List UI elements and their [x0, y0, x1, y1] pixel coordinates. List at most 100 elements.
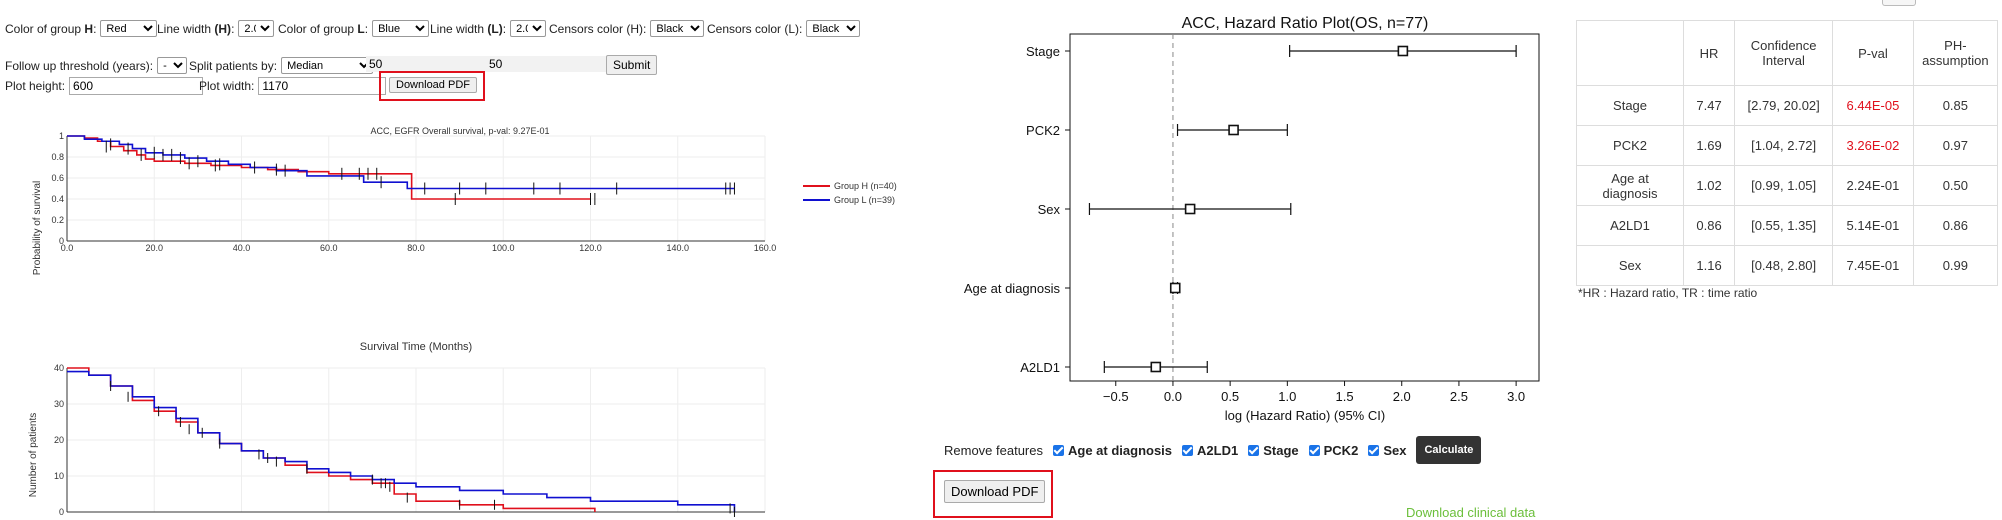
risk-ytick-label: 0	[59, 507, 64, 517]
plot-height-input[interactable]	[69, 77, 204, 95]
plot-height-control: Plot height:	[5, 77, 204, 95]
forest-xtick-label: 1.5	[1335, 389, 1353, 404]
censors-l-label: Censors color (L):	[707, 21, 803, 36]
line-width-h-label: Line width (H):	[157, 21, 235, 36]
km-xtick-label: 100.0	[492, 243, 515, 253]
remove-features-bar: Remove features Age at diagnosis A2LD1 S…	[944, 436, 1482, 464]
risk-ytick-label: 40	[54, 363, 64, 373]
forest-xlabel: log (Hazard Ratio) (95% CI)	[1225, 408, 1385, 423]
color-h-select[interactable]: Red	[100, 20, 158, 37]
forest-ytick-label: A2LD1	[1020, 360, 1060, 375]
row-ci: [2.79, 20.02]	[1734, 85, 1834, 126]
color-l-select[interactable]: Blue	[372, 20, 430, 37]
results-table: HR Confidence Interval P-val PH-assumpti…	[1575, 20, 1999, 286]
forest-ytick-label: Age at diagnosis	[964, 281, 1061, 296]
feature-checkbox-age[interactable]: Age at diagnosis	[1053, 443, 1172, 458]
survival-plot: 0.0 20.0 40.0 60.0 80.0 100.0 120.0 140.0 160.0 0…	[51, 131, 776, 253]
km-xtick-label: 160.0	[754, 243, 777, 253]
row-hr: 1.02	[1683, 165, 1736, 206]
forest-xtick-label: 0.5	[1221, 389, 1239, 404]
row-ph: 0.86	[1912, 205, 1999, 246]
line-width-h-control: Line width (H): 2.0	[157, 20, 275, 37]
table-footnote: *HR : Hazard ratio, TR : time ratio	[1578, 286, 1758, 300]
checkbox-a2ld1[interactable]	[1182, 444, 1194, 456]
row-ci: [0.99, 1.05]	[1734, 165, 1834, 206]
km-ytick-label: 1	[59, 131, 64, 141]
km-ytick-label: 0	[59, 236, 64, 246]
color-h-label: Color of group H:	[5, 21, 97, 36]
line-width-l-select[interactable]: 2.0	[510, 20, 547, 37]
km-ytick-label: 0.2	[51, 215, 64, 225]
plot-width-label: Plot width:	[199, 79, 255, 93]
row-pval: 5.14E-01	[1832, 205, 1914, 246]
forest-frame	[1069, 33, 1540, 382]
risk-ytick-label: 20	[54, 435, 64, 445]
split-value-high[interactable]	[366, 56, 486, 72]
km-xtick-label: 120.0	[579, 243, 602, 253]
row-ci: [0.55, 1.35]	[1734, 205, 1834, 246]
submit-button[interactable]: Submit	[606, 55, 658, 75]
download-pdf-forest-button[interactable]: Download PDF	[944, 480, 1046, 503]
download-clinical-data-link[interactable]: Download clinical data	[1406, 505, 1536, 520]
forest-xtick-label: 3.0	[1507, 389, 1525, 404]
checkbox-pck2[interactable]	[1308, 444, 1320, 456]
line-width-h-select[interactable]: 2.0	[238, 20, 275, 37]
row-ph: 0.97	[1912, 125, 1999, 166]
km-xtick-label: 80.0	[407, 243, 425, 253]
censors-h-label: Censors color (H):	[549, 21, 647, 36]
row-name: Age at diagnosis	[1575, 165, 1685, 206]
censors-l-control: Censors color (L): Black	[707, 20, 861, 37]
split-value-low[interactable]	[486, 56, 606, 72]
feature-checkbox-sex[interactable]: Sex	[1368, 443, 1406, 458]
split-control: Split patients by: Median	[189, 57, 374, 74]
forest-plot: −0.5 0.0 0.5 1.0 1.5 2.0 2.5 3.0 Stage PCK2 Sex Age…	[964, 33, 1540, 404]
table-row: A2LD1 0.86 [0.55, 1.35] 5.14E-01 0.86	[1575, 205, 1999, 246]
feature-checkbox-a2ld1[interactable]: A2LD1	[1182, 443, 1238, 458]
header-pval: P-val	[1832, 20, 1914, 86]
calculate-button[interactable]: Calculate	[1416, 436, 1482, 464]
risk-ylabel: Number of patients	[28, 413, 39, 498]
forest-ytick-label: Stage	[1026, 44, 1060, 59]
remove-features-label: Remove features	[944, 442, 1043, 458]
forest-chart: ACC, Hazard Ratio Plot(OS, n=77) −0.5 0.0…	[964, 15, 1540, 423]
plot-height-label: Plot height:	[5, 79, 66, 93]
follow-up-select[interactable]: -	[157, 57, 188, 74]
download-pdf-km-button[interactable]: Download PDF	[389, 77, 477, 93]
censors-h-select[interactable]: Black	[650, 20, 705, 37]
row-ph: 0.85	[1912, 85, 1999, 126]
forest-title: ACC, Hazard Ratio Plot(OS, n=77)	[1182, 15, 1429, 32]
forest-estimate-marker	[1184, 203, 1196, 215]
km-xtick-label: 140.0	[666, 243, 689, 253]
checkbox-sex[interactable]	[1368, 444, 1380, 456]
risk-plot: 0 10 20 30 40	[54, 363, 766, 517]
highlight-download-km	[379, 71, 485, 101]
km-ytick-label: 0.8	[51, 152, 64, 162]
row-ph: 0.50	[1912, 165, 1999, 206]
header-ci: Confidence Interval	[1734, 20, 1834, 86]
risk-ytick-label: 30	[54, 399, 64, 409]
forest-estimate-marker	[1150, 361, 1162, 373]
km-xlabel: Survival Time (Months)	[360, 341, 472, 353]
checkbox-stage[interactable]	[1248, 444, 1260, 456]
row-name: Sex	[1575, 245, 1685, 286]
split-select[interactable]: Median	[281, 57, 374, 74]
checkbox-age[interactable]	[1053, 444, 1064, 456]
color-l-label: Color of group L:	[278, 21, 369, 36]
color-h-control: Color of group H: Red	[5, 20, 158, 37]
km-curve-l	[67, 135, 735, 190]
km-charts: ACC, EGFR Overall survival, p-val: 9.27E…	[28, 126, 897, 517]
row-hr: 1.16	[1683, 245, 1736, 286]
table-row: Age at diagnosis 1.02 [0.99, 1.05] 2.24E…	[1575, 165, 1999, 206]
plot-width-input[interactable]	[258, 77, 387, 95]
km-xtick-label: 20.0	[145, 243, 163, 253]
color-l-control: Color of group L: Blue	[278, 20, 430, 37]
feature-checkbox-stage[interactable]: Stage	[1248, 443, 1299, 458]
censors-l-select[interactable]: Black	[806, 20, 861, 37]
table-toggle-button[interactable]	[1882, 0, 1916, 6]
feature-checkbox-pck2[interactable]: PCK2	[1308, 443, 1358, 458]
forest-xtick-label: 1.0	[1278, 389, 1296, 404]
risk-curve-l	[67, 370, 736, 512]
forest-estimate-marker	[1169, 282, 1181, 294]
line-width-l-label: Line width (L):	[430, 21, 507, 36]
row-pval: 7.45E-01	[1832, 245, 1914, 286]
